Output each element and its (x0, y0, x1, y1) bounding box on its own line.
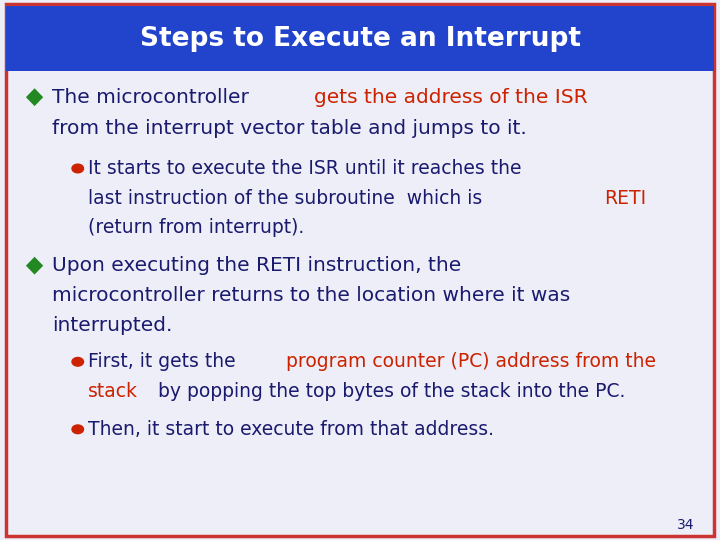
Text: from the interrupt vector table and jumps to it.: from the interrupt vector table and jump… (52, 119, 526, 138)
Text: RETI: RETI (604, 189, 647, 208)
Text: Then, it start to execute from that address.: Then, it start to execute from that addr… (88, 420, 494, 439)
Polygon shape (26, 257, 43, 275)
Text: gets the address of the ISR: gets the address of the ISR (314, 87, 588, 107)
Text: 34: 34 (678, 518, 695, 532)
Circle shape (72, 164, 84, 173)
FancyBboxPatch shape (6, 4, 714, 536)
Text: The microcontroller: The microcontroller (52, 87, 255, 107)
Text: It starts to execute the ISR until it reaches the: It starts to execute the ISR until it re… (88, 159, 521, 178)
Text: Upon executing the RETI instruction, the: Upon executing the RETI instruction, the (52, 256, 461, 275)
Text: last instruction of the subroutine  which is: last instruction of the subroutine which… (88, 189, 488, 208)
Text: microcontroller returns to the location where it was: microcontroller returns to the location … (52, 286, 570, 306)
Circle shape (72, 425, 84, 434)
FancyBboxPatch shape (6, 6, 714, 71)
Text: Steps to Execute an Interrupt: Steps to Execute an Interrupt (140, 26, 580, 52)
Text: (return from interrupt).: (return from interrupt). (88, 218, 304, 238)
Circle shape (72, 357, 84, 366)
Text: stack: stack (88, 382, 138, 401)
Text: program counter (PC) address from the: program counter (PC) address from the (286, 352, 656, 372)
Text: interrupted.: interrupted. (52, 315, 172, 335)
Polygon shape (26, 88, 43, 106)
Text: by popping the top bytes of the stack into the PC.: by popping the top bytes of the stack in… (153, 382, 626, 401)
Text: First, it gets the: First, it gets the (88, 352, 241, 372)
